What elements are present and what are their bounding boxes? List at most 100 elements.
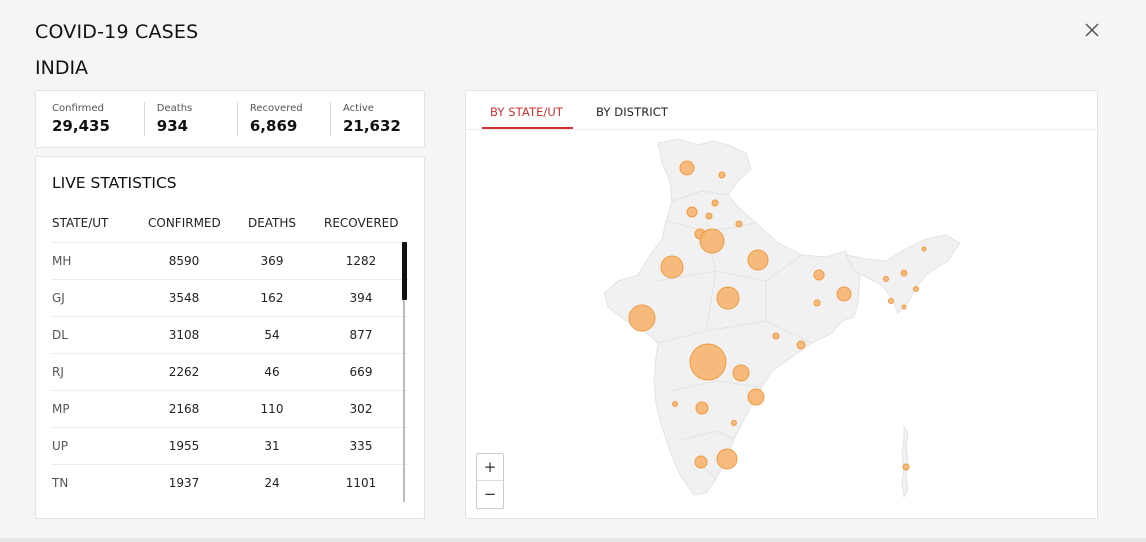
cell-deaths: 24 [264,476,280,490]
cell-confirmed: 8590 [168,254,200,268]
summary-confirmed: Confirmed 29,435 [52,102,145,136]
bubble-mp[interactable] [716,286,740,310]
bubble-ka[interactable] [695,401,709,415]
case-bubbles [628,160,927,471]
bubble-rj[interactable] [660,255,684,279]
bubble-mh[interactable] [689,343,727,381]
bubble-tripura[interactable] [888,298,894,304]
cell-confirmed: 3548 [168,291,200,305]
india-map[interactable] [466,131,1097,519]
column-header-recovered[interactable]: RECOVERED [324,216,399,230]
summary-active: Active 21,632 [331,102,424,136]
table-row[interactable]: DL 3108 54 877 [52,316,408,353]
cell-state: DL [52,328,68,342]
table-scrollbar-thumb[interactable] [402,242,407,300]
summary-value: 6,869 [249,117,298,135]
bubble-ap[interactable] [747,388,765,406]
zoom-out-button[interactable]: − [483,485,497,503]
bubble-uk[interactable] [735,220,743,228]
cell-state: RJ [52,365,64,379]
live-statistics-card: LIVE STATISTICS STATE/UT CONFIRMED DEATH… [35,156,425,519]
close-button[interactable] [1082,20,1102,40]
cell-state: UP [52,439,69,453]
cell-deaths: 31 [264,439,280,453]
summary-value: 29,435 [52,117,110,135]
cell-state: TN [52,476,69,490]
map-islands [901,425,909,499]
bubble-meghalaya[interactable] [883,276,889,282]
bubble-ch[interactable] [705,212,713,220]
bubble-wb[interactable] [836,286,852,302]
cell-deaths: 369 [260,254,284,268]
table-header: STATE/UT CONFIRMED DEATHS RECOVERED [52,216,408,242]
bubble-up[interactable] [747,249,769,271]
summary-label: Active [342,103,374,114]
active-tab-indicator [482,127,573,129]
cell-state: MH [52,254,72,268]
bubble-mizoram[interactable] [901,304,907,310]
cell-deaths: 54 [264,328,280,342]
cell-deaths: 162 [260,291,284,305]
bubble-goa[interactable] [672,401,678,407]
table-scrollbar-track[interactable] [403,242,405,502]
cell-recovered: 1101 [345,476,377,490]
cell-recovered: 394 [349,291,373,305]
cell-deaths: 46 [264,365,280,379]
summary-value: 21,632 [342,117,401,135]
summary-label: Deaths [156,103,193,114]
bubble-odisha[interactable] [796,340,806,350]
bubble-an[interactable] [902,463,910,471]
bubble-ladakh[interactable] [718,171,726,179]
bubble-jh[interactable] [813,299,821,307]
bubble-arunachal[interactable] [921,246,927,252]
bubble-dl[interactable] [699,228,725,254]
cell-confirmed: 2168 [168,402,200,416]
bubble-hp[interactable] [711,199,719,207]
cell-recovered: 1282 [345,254,377,268]
summary-label: Recovered [249,103,303,114]
tab-by-state[interactable]: BY STATE/UT [490,105,564,119]
map-landmass [603,138,861,496]
table-row[interactable]: MH 8590 369 1282 [52,242,408,279]
summary-deaths: Deaths 934 [145,102,238,136]
page-title: COVID-19 CASES [35,21,199,43]
zoom-control: + − [476,453,504,509]
map-tabs: BY STATE/UT BY DISTRICT [466,91,1097,130]
bubble-pb[interactable] [686,206,698,218]
table-row[interactable]: UP 1955 31 335 [52,427,408,464]
country-title: INDIA [35,57,89,79]
table-row[interactable]: TN 1937 24 1101 [52,464,408,501]
bubble-tn[interactable] [716,448,738,470]
cell-recovered: 877 [349,328,373,342]
map-state-borders [655,190,813,480]
cell-deaths: 110 [260,402,284,416]
bubble-bihar[interactable] [813,269,825,281]
bubble-gj[interactable] [628,304,656,332]
table-row[interactable]: GJ 3548 162 394 [52,279,408,316]
cell-state: MP [52,402,70,416]
bubble-py[interactable] [731,420,737,426]
cell-confirmed: 1937 [168,476,200,490]
table-body: MH 8590 369 1282 GJ 3548 162 394 DL 3108… [52,242,408,501]
bubble-kl[interactable] [694,455,708,469]
column-header-deaths[interactable]: DEATHS [247,216,297,230]
cell-confirmed: 3108 [168,328,200,342]
map-card: BY STATE/UT BY DISTRICT [465,90,1098,519]
table-row[interactable]: MP 2168 110 302 [52,390,408,427]
cell-recovered: 335 [349,439,373,453]
bubble-cg[interactable] [772,332,780,340]
bubble-jk[interactable] [679,160,695,176]
summary-value: 934 [156,117,189,135]
bubble-assam[interactable] [900,269,908,277]
cell-recovered: 669 [349,365,373,379]
tab-by-district[interactable]: BY DISTRICT [596,105,669,119]
bubble-manipur[interactable] [913,286,919,292]
cell-state: GJ [52,291,65,305]
column-header-confirmed[interactable]: CONFIRMED [148,216,221,230]
zoom-in-button[interactable]: + [477,454,503,481]
summary-recovered: Recovered 6,869 [238,102,331,136]
bubble-tg[interactable] [732,364,750,382]
table-row[interactable]: RJ 2262 46 669 [52,353,408,390]
cell-confirmed: 1955 [168,439,200,453]
column-header-state[interactable]: STATE/UT [52,216,109,230]
